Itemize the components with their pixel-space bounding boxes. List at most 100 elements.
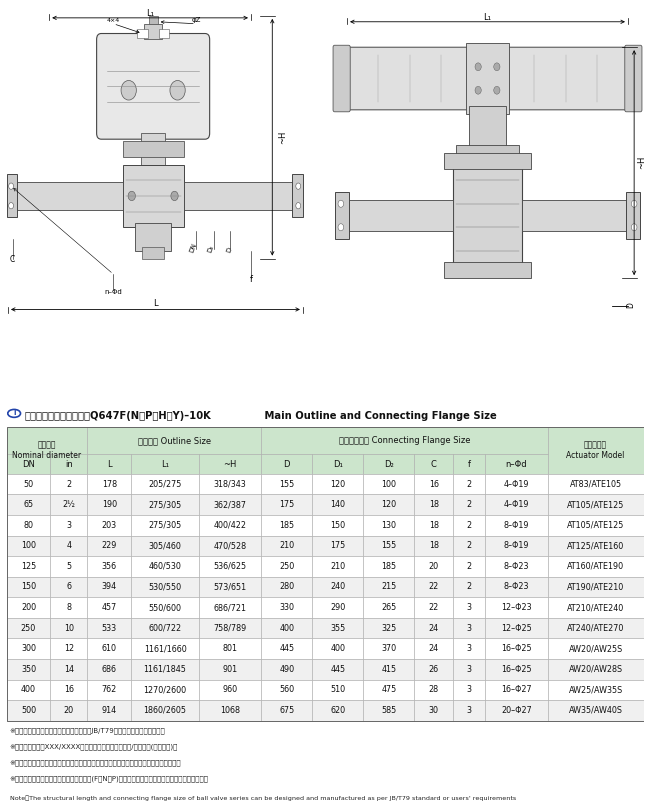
FancyBboxPatch shape (548, 556, 644, 577)
Text: C: C (431, 459, 437, 469)
Text: 200: 200 (21, 603, 36, 612)
FancyBboxPatch shape (415, 638, 454, 659)
FancyBboxPatch shape (87, 454, 131, 474)
FancyBboxPatch shape (454, 597, 486, 618)
Text: 318/343: 318/343 (214, 479, 246, 489)
FancyBboxPatch shape (87, 495, 131, 515)
FancyBboxPatch shape (486, 679, 548, 700)
FancyBboxPatch shape (6, 577, 51, 597)
Text: AT240/ATE270: AT240/ATE270 (567, 624, 624, 633)
Text: 190: 190 (102, 500, 117, 509)
Text: 2: 2 (66, 479, 72, 489)
FancyBboxPatch shape (261, 474, 312, 495)
Text: AT210/ATE240: AT210/ATE240 (567, 603, 624, 612)
Text: 24: 24 (429, 644, 439, 653)
Text: i: i (13, 411, 16, 416)
Text: 28: 28 (429, 685, 439, 694)
Text: 305/460: 305/460 (149, 541, 181, 550)
Text: AT105/ATE125: AT105/ATE125 (567, 521, 624, 529)
Text: ※注：执行器型号XXX/XXXX分别是气动执行器双作用式/单作用式(弹簧复位)。: ※注：执行器型号XXX/XXXX分别是气动执行器双作用式/单作用式(弹簧复位)。 (10, 743, 178, 751)
FancyBboxPatch shape (454, 679, 486, 700)
Text: 356: 356 (102, 562, 117, 571)
Text: 26: 26 (429, 665, 439, 674)
Circle shape (631, 224, 637, 231)
FancyBboxPatch shape (159, 29, 169, 38)
FancyBboxPatch shape (51, 454, 87, 474)
FancyBboxPatch shape (51, 659, 87, 679)
Text: AW20/AW25S: AW20/AW25S (569, 644, 623, 653)
FancyBboxPatch shape (444, 262, 531, 278)
Text: 4–Φ19: 4–Φ19 (504, 500, 529, 509)
Text: 370: 370 (382, 644, 396, 653)
Text: 330: 330 (280, 603, 294, 612)
FancyBboxPatch shape (312, 495, 363, 515)
FancyBboxPatch shape (16, 182, 123, 210)
FancyBboxPatch shape (486, 474, 548, 495)
Text: 8–Φ23: 8–Φ23 (504, 562, 529, 571)
Text: 18: 18 (429, 521, 439, 529)
FancyBboxPatch shape (363, 700, 415, 721)
Text: 2: 2 (467, 541, 472, 550)
Text: 275/305: 275/305 (148, 521, 181, 529)
FancyBboxPatch shape (312, 556, 363, 577)
Text: AT160/ATE190: AT160/ATE190 (567, 562, 624, 571)
FancyBboxPatch shape (548, 659, 644, 679)
Text: 901: 901 (222, 665, 237, 674)
Text: 801: 801 (222, 644, 237, 653)
Text: 445: 445 (279, 644, 294, 653)
Text: 600/722: 600/722 (148, 624, 181, 633)
FancyBboxPatch shape (51, 577, 87, 597)
Text: 8–Φ19: 8–Φ19 (504, 541, 529, 550)
Text: 610: 610 (102, 644, 117, 653)
Text: DN: DN (188, 242, 198, 253)
Text: 550/600: 550/600 (149, 603, 181, 612)
Text: in: in (65, 459, 73, 469)
Text: 3: 3 (467, 685, 472, 694)
Text: 65: 65 (23, 500, 34, 509)
Text: C: C (10, 256, 15, 265)
FancyBboxPatch shape (87, 556, 131, 577)
Text: 215: 215 (381, 583, 396, 592)
Text: 150: 150 (21, 583, 36, 592)
Text: 12–Φ23: 12–Φ23 (501, 603, 532, 612)
Text: 2½: 2½ (62, 500, 75, 509)
FancyBboxPatch shape (131, 556, 199, 577)
Text: 3: 3 (66, 521, 72, 529)
FancyBboxPatch shape (51, 474, 87, 495)
Text: f: f (468, 459, 471, 469)
FancyBboxPatch shape (51, 700, 87, 721)
FancyBboxPatch shape (261, 427, 548, 454)
Text: 执行器型号
Actuator Model: 执行器型号 Actuator Model (566, 441, 625, 460)
Text: 675: 675 (279, 706, 294, 715)
FancyBboxPatch shape (131, 474, 199, 495)
Text: 400: 400 (21, 685, 36, 694)
Circle shape (121, 81, 136, 100)
Text: 250: 250 (21, 624, 36, 633)
FancyBboxPatch shape (261, 495, 312, 515)
FancyBboxPatch shape (131, 495, 199, 515)
FancyBboxPatch shape (199, 536, 261, 556)
Text: AW20/AW28S: AW20/AW28S (569, 665, 623, 674)
FancyBboxPatch shape (51, 618, 87, 638)
Text: 210: 210 (330, 562, 345, 571)
Text: AW25/AW35S: AW25/AW35S (569, 685, 623, 694)
FancyBboxPatch shape (51, 679, 87, 700)
Circle shape (128, 191, 135, 201)
FancyBboxPatch shape (87, 638, 131, 659)
Text: 475: 475 (381, 685, 396, 694)
Text: 560: 560 (279, 685, 294, 694)
FancyBboxPatch shape (453, 157, 522, 274)
Text: Note：The structural length and connecting flange size of ball valve series can b: Note：The structural length and connectin… (10, 795, 516, 801)
Text: 1068: 1068 (220, 706, 240, 715)
Text: DN: DN (22, 459, 35, 469)
FancyBboxPatch shape (51, 597, 87, 618)
Text: 2: 2 (467, 562, 472, 571)
Text: 275/305: 275/305 (148, 500, 181, 509)
FancyBboxPatch shape (51, 515, 87, 536)
Text: 16–Φ25: 16–Φ25 (501, 665, 532, 674)
FancyBboxPatch shape (6, 474, 51, 495)
FancyBboxPatch shape (486, 515, 548, 536)
FancyBboxPatch shape (486, 454, 548, 474)
Text: 22: 22 (429, 603, 439, 612)
Text: n–Φd: n–Φd (506, 459, 527, 469)
